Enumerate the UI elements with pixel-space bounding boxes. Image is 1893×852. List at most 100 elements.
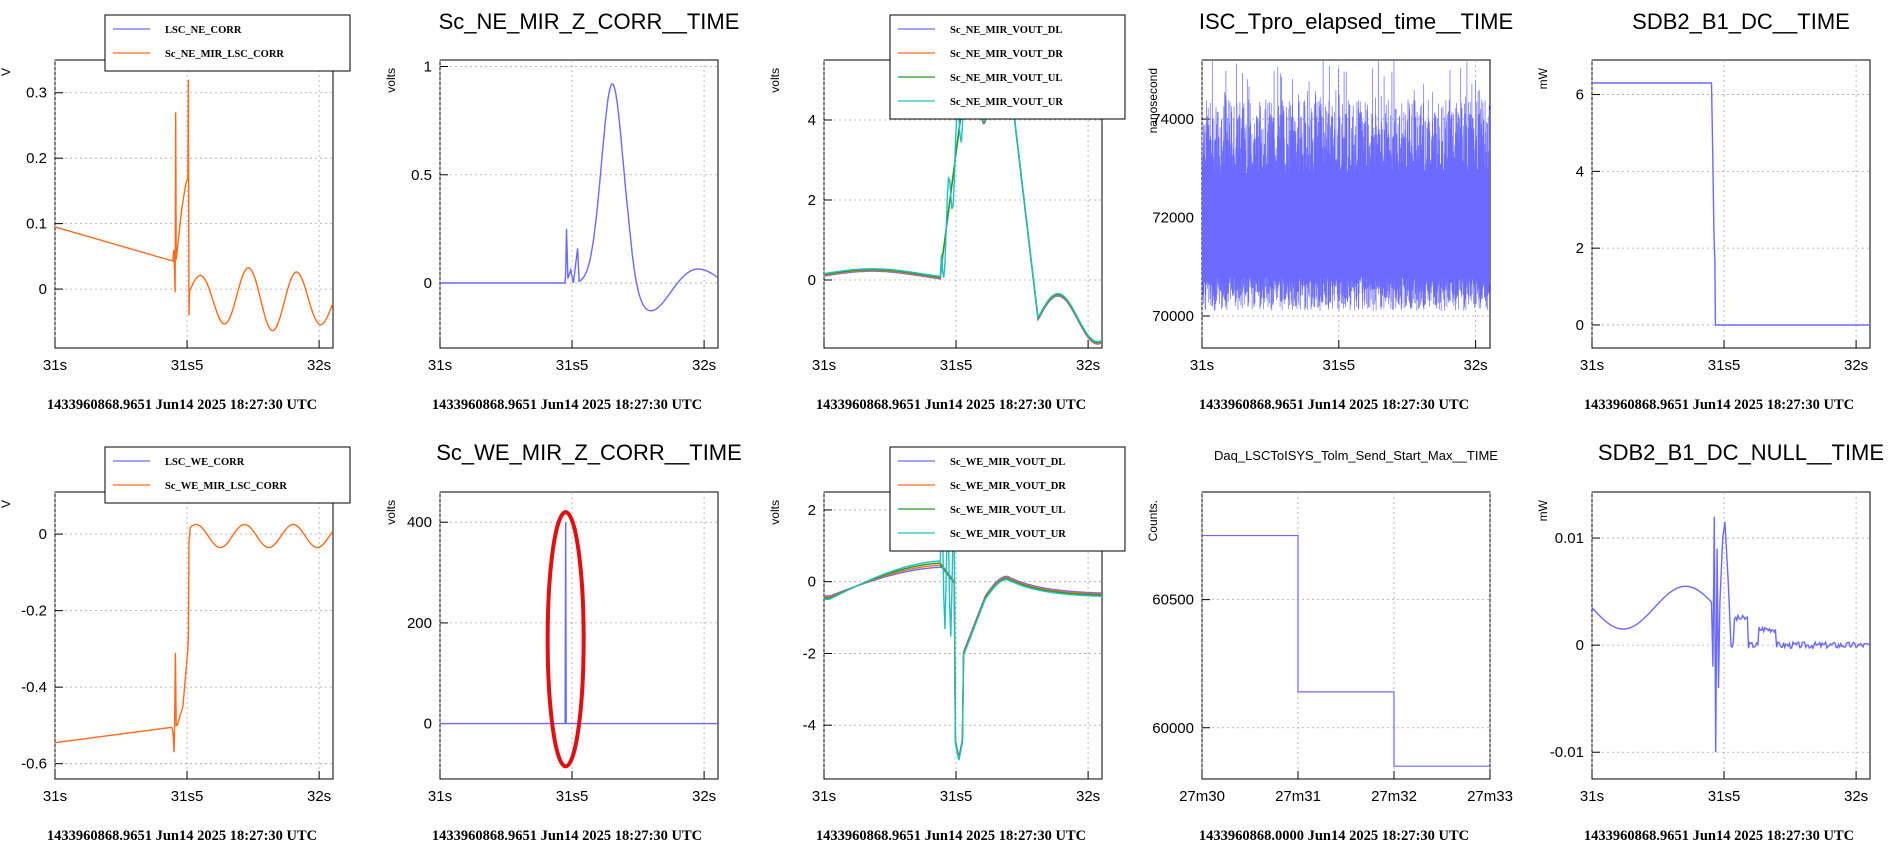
series-line <box>824 516 1102 761</box>
x-tick-label: 31s <box>43 788 67 805</box>
series-group <box>55 79 333 332</box>
legend-label: LSC_WE_CORR <box>165 457 245 468</box>
series-group <box>55 523 333 753</box>
y-axis-label: V <box>0 68 13 76</box>
y-axis-label: volts <box>768 68 782 93</box>
x-tick-label: 31s5 <box>1323 357 1356 374</box>
chart-panel-5: 31s 31s5 32s 0 2 4 6 mW SDB2_B1_DC__TIME 14339608… <box>1536 9 1871 413</box>
x-tick-label: 32s <box>1844 357 1868 374</box>
y-tick-label: 2 <box>808 192 816 209</box>
y-tick-label: 4 <box>1576 163 1584 180</box>
y-tick-label: 2 <box>808 502 816 519</box>
legend: LSC_WE_CORR Sc_WE_MIR_LSC_CORR <box>104 446 351 504</box>
x-tick-label: 31s5 <box>556 357 589 374</box>
chart-panel-1: 31s 31s5 32s 0 0.1 0.2 0.3 V 1433960868.9651 Jun… <box>0 14 351 413</box>
series-line <box>55 523 333 753</box>
time-footer: 1433960868.9651 Jun14 2025 18:27:30 UTC <box>1584 397 1854 413</box>
y-tick-label: 0 <box>808 574 816 591</box>
y-tick-label: 0 <box>808 272 816 289</box>
plot-frame <box>54 491 334 780</box>
y-tick-label: -0.2 <box>21 603 47 620</box>
y-tick-label: 60500 <box>1152 592 1194 609</box>
y-tick-label: 74000 <box>1152 111 1194 128</box>
x-tick-label: 31s <box>1580 357 1604 374</box>
series-group <box>1202 534 1490 767</box>
legend-label: Sc_NE_MIR_VOUT_DL <box>950 25 1062 36</box>
series-line <box>440 82 718 312</box>
y-axis-label: V <box>0 500 13 508</box>
chart-panel-3: 31s 31s5 32s 0 2 4 volts 1433960868.9651 Jun14 … <box>768 14 1126 413</box>
y-tick-label: 200 <box>407 615 432 632</box>
chart-title: Sc_NE_MIR_Z_CORR__TIME <box>439 9 740 34</box>
legend-box <box>104 446 351 504</box>
time-footer: 1433960868.9651 Jun14 2025 18:27:30 UTC <box>1199 397 1469 413</box>
x-tick-label: 32s <box>1076 788 1100 805</box>
series-group <box>1592 82 1870 326</box>
x-tick-label: 31s5 <box>1708 788 1741 805</box>
y-tick-label: 0 <box>424 275 432 292</box>
x-tick-label: 31s <box>812 357 836 374</box>
x-tick-label: 32s <box>1076 357 1100 374</box>
x-tick-label: 31s5 <box>171 357 204 374</box>
y-tick-label: -0.01 <box>1550 744 1584 761</box>
series-group <box>1202 60 1490 311</box>
x-tick-label: 31s5 <box>556 788 589 805</box>
legend-label: Sc_WE_MIR_VOUT_DR <box>950 481 1066 492</box>
y-tick-label: 2 <box>1576 240 1584 257</box>
y-tick-label: 0 <box>1576 317 1584 334</box>
legend: LSC_NE_CORR Sc_NE_MIR_LSC_CORR <box>104 14 351 72</box>
series-group <box>440 82 718 312</box>
x-tick-label: 31s5 <box>1708 357 1741 374</box>
time-footer: 1433960868.0000 Jun14 2025 18:27:30 UTC <box>1199 828 1469 844</box>
x-tick-label: 27m32 <box>1371 788 1417 805</box>
x-tick-label: 31s <box>43 357 67 374</box>
x-tick-label: 32s <box>1844 788 1868 805</box>
y-tick-label: 0 <box>424 716 432 733</box>
y-axis-label: volts <box>384 68 398 93</box>
x-tick-label: 32s <box>307 357 331 374</box>
y-tick-label: -0.6 <box>21 756 47 773</box>
y-axis-label: volts <box>384 500 398 525</box>
series-line <box>55 79 333 332</box>
legend-label: LSC_NE_CORR <box>165 25 242 36</box>
legend-box <box>104 14 351 72</box>
y-tick-label: 0 <box>39 281 47 298</box>
y-tick-label: 400 <box>407 514 432 531</box>
x-tick-label: 32s <box>307 788 331 805</box>
series-line <box>1202 60 1490 311</box>
y-tick-label: 0.1 <box>26 216 47 233</box>
series-group <box>440 522 718 725</box>
y-tick-label: 0 <box>39 526 47 543</box>
y-tick-label: -4 <box>803 717 816 734</box>
x-tick-label: 31s5 <box>940 357 973 374</box>
legend-box <box>889 446 1126 552</box>
x-tick-label: 32s <box>1464 357 1488 374</box>
chart-panel-8: 31s 31s5 32s -4 -2 0 2 volts 1433960868.9651 Jun… <box>768 446 1126 844</box>
time-footer: 1433960868.9651 Jun14 2025 18:27:30 UTC <box>816 397 1086 413</box>
x-tick-label: 31s5 <box>940 788 973 805</box>
y-tick-label: 0.01 <box>1555 530 1584 547</box>
series-group <box>824 516 1102 761</box>
series-line <box>1202 534 1490 767</box>
chart-title: SDB2_B1_DC__TIME <box>1632 9 1850 34</box>
chart-panel-7: 31s 31s5 32s 0 200 400 volts Sc_WE_MIR_Z_CORR__… <box>384 440 742 844</box>
x-tick-label: 27m30 <box>1179 788 1225 805</box>
x-tick-label: 31s <box>428 357 452 374</box>
plot-frame <box>54 59 334 349</box>
plot-frame <box>1201 491 1491 780</box>
time-footer: 1433960868.9651 Jun14 2025 18:27:30 UTC <box>47 828 317 844</box>
y-axis-label: volts <box>768 500 782 525</box>
chart-panel-9: 27m30 27m31 27m32 27m33 60000 60500 Counts. Daq… <box>1146 448 1513 844</box>
y-tick-label: 0.2 <box>26 150 47 167</box>
time-footer: 1433960868.9651 Jun14 2025 18:27:30 UTC <box>47 397 317 413</box>
chart-title: Sc_WE_MIR_Z_CORR__TIME <box>436 440 742 465</box>
y-tick-label: 70000 <box>1152 308 1194 325</box>
x-tick-label: 32s <box>692 357 716 374</box>
chart-title: ISC_Tpro_elapsed_time__TIME <box>1199 9 1513 34</box>
y-axis-label: nanosecond <box>1146 68 1160 133</box>
y-axis-label: Counts. <box>1146 500 1160 541</box>
y-tick-label: 0 <box>1576 637 1584 654</box>
legend-label: Sc_NE_MIR_VOUT_DR <box>950 49 1063 60</box>
